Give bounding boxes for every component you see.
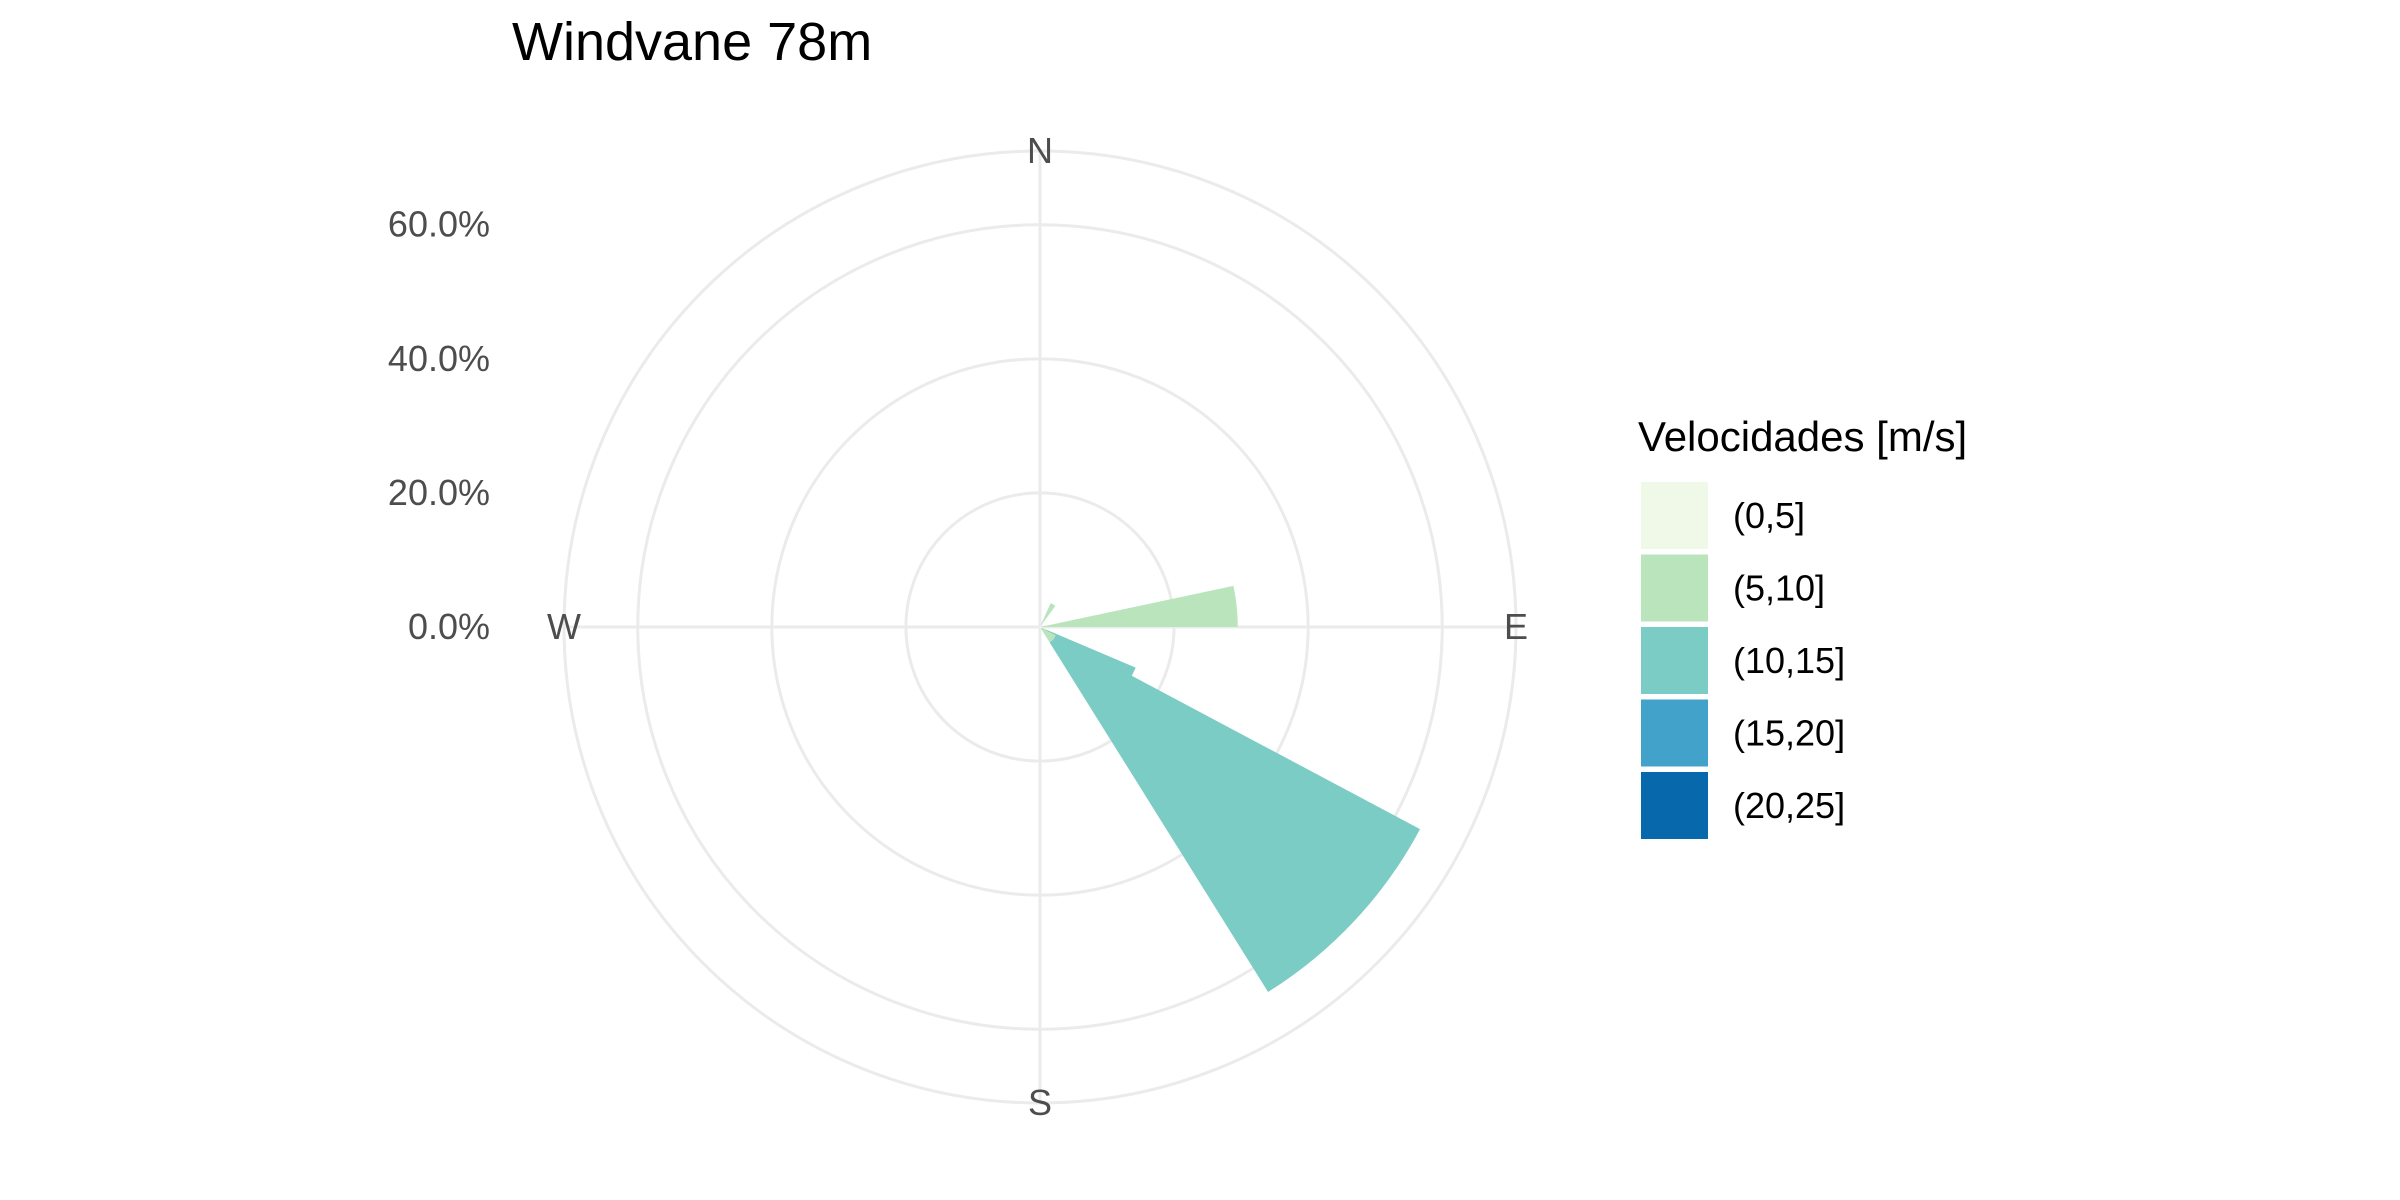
legend-label: (5,10] (1733, 568, 1825, 609)
chart-title: Windvane 78m (512, 12, 872, 72)
radial-tick-labels: 0.0% 20.0% 40.0% 60.0% (388, 204, 490, 647)
direction-labels: N E S W (547, 130, 1528, 1123)
legend-label: (0,5] (1733, 495, 1805, 536)
legend-label: (10,15] (1733, 640, 1845, 681)
radial-tick-label: 20.0% (388, 472, 490, 513)
wind-sector-(0,5] (1040, 625, 1042, 627)
legend-key (1641, 627, 1708, 694)
wind-sector-(0,5] (1040, 627, 1042, 629)
wind-sector-(5,10] (1041, 585, 1238, 627)
legend-key (1641, 772, 1708, 839)
wind-sector-(5,10] (1040, 603, 1056, 626)
legend-key (1641, 699, 1708, 767)
direction-label-E: E (1504, 606, 1528, 647)
legend-title: Velocidades [m/s] (1638, 413, 1967, 460)
legend: Velocidades [m/s] (0,5] (5,10] (10,15] (15,… (1638, 413, 1967, 839)
radial-tick-label: 60.0% (388, 204, 490, 245)
radial-tick-label: 40.0% (388, 338, 490, 379)
direction-label-S: S (1028, 1082, 1052, 1123)
legend-key (1641, 482, 1708, 549)
polar-grid (562, 149, 1518, 1105)
legend-key (1641, 554, 1708, 622)
wind-sector-(10,15] (1049, 635, 1421, 993)
wind-sector-(5,10] (1041, 627, 1056, 643)
radial-tick-label: 0.0% (408, 606, 490, 647)
direction-label-W: W (547, 606, 581, 647)
direction-label-N: N (1027, 130, 1053, 171)
legend-label: (15,20] (1733, 713, 1845, 754)
wind-sectors (1040, 585, 1421, 993)
legend-label: (20,25] (1733, 785, 1845, 826)
